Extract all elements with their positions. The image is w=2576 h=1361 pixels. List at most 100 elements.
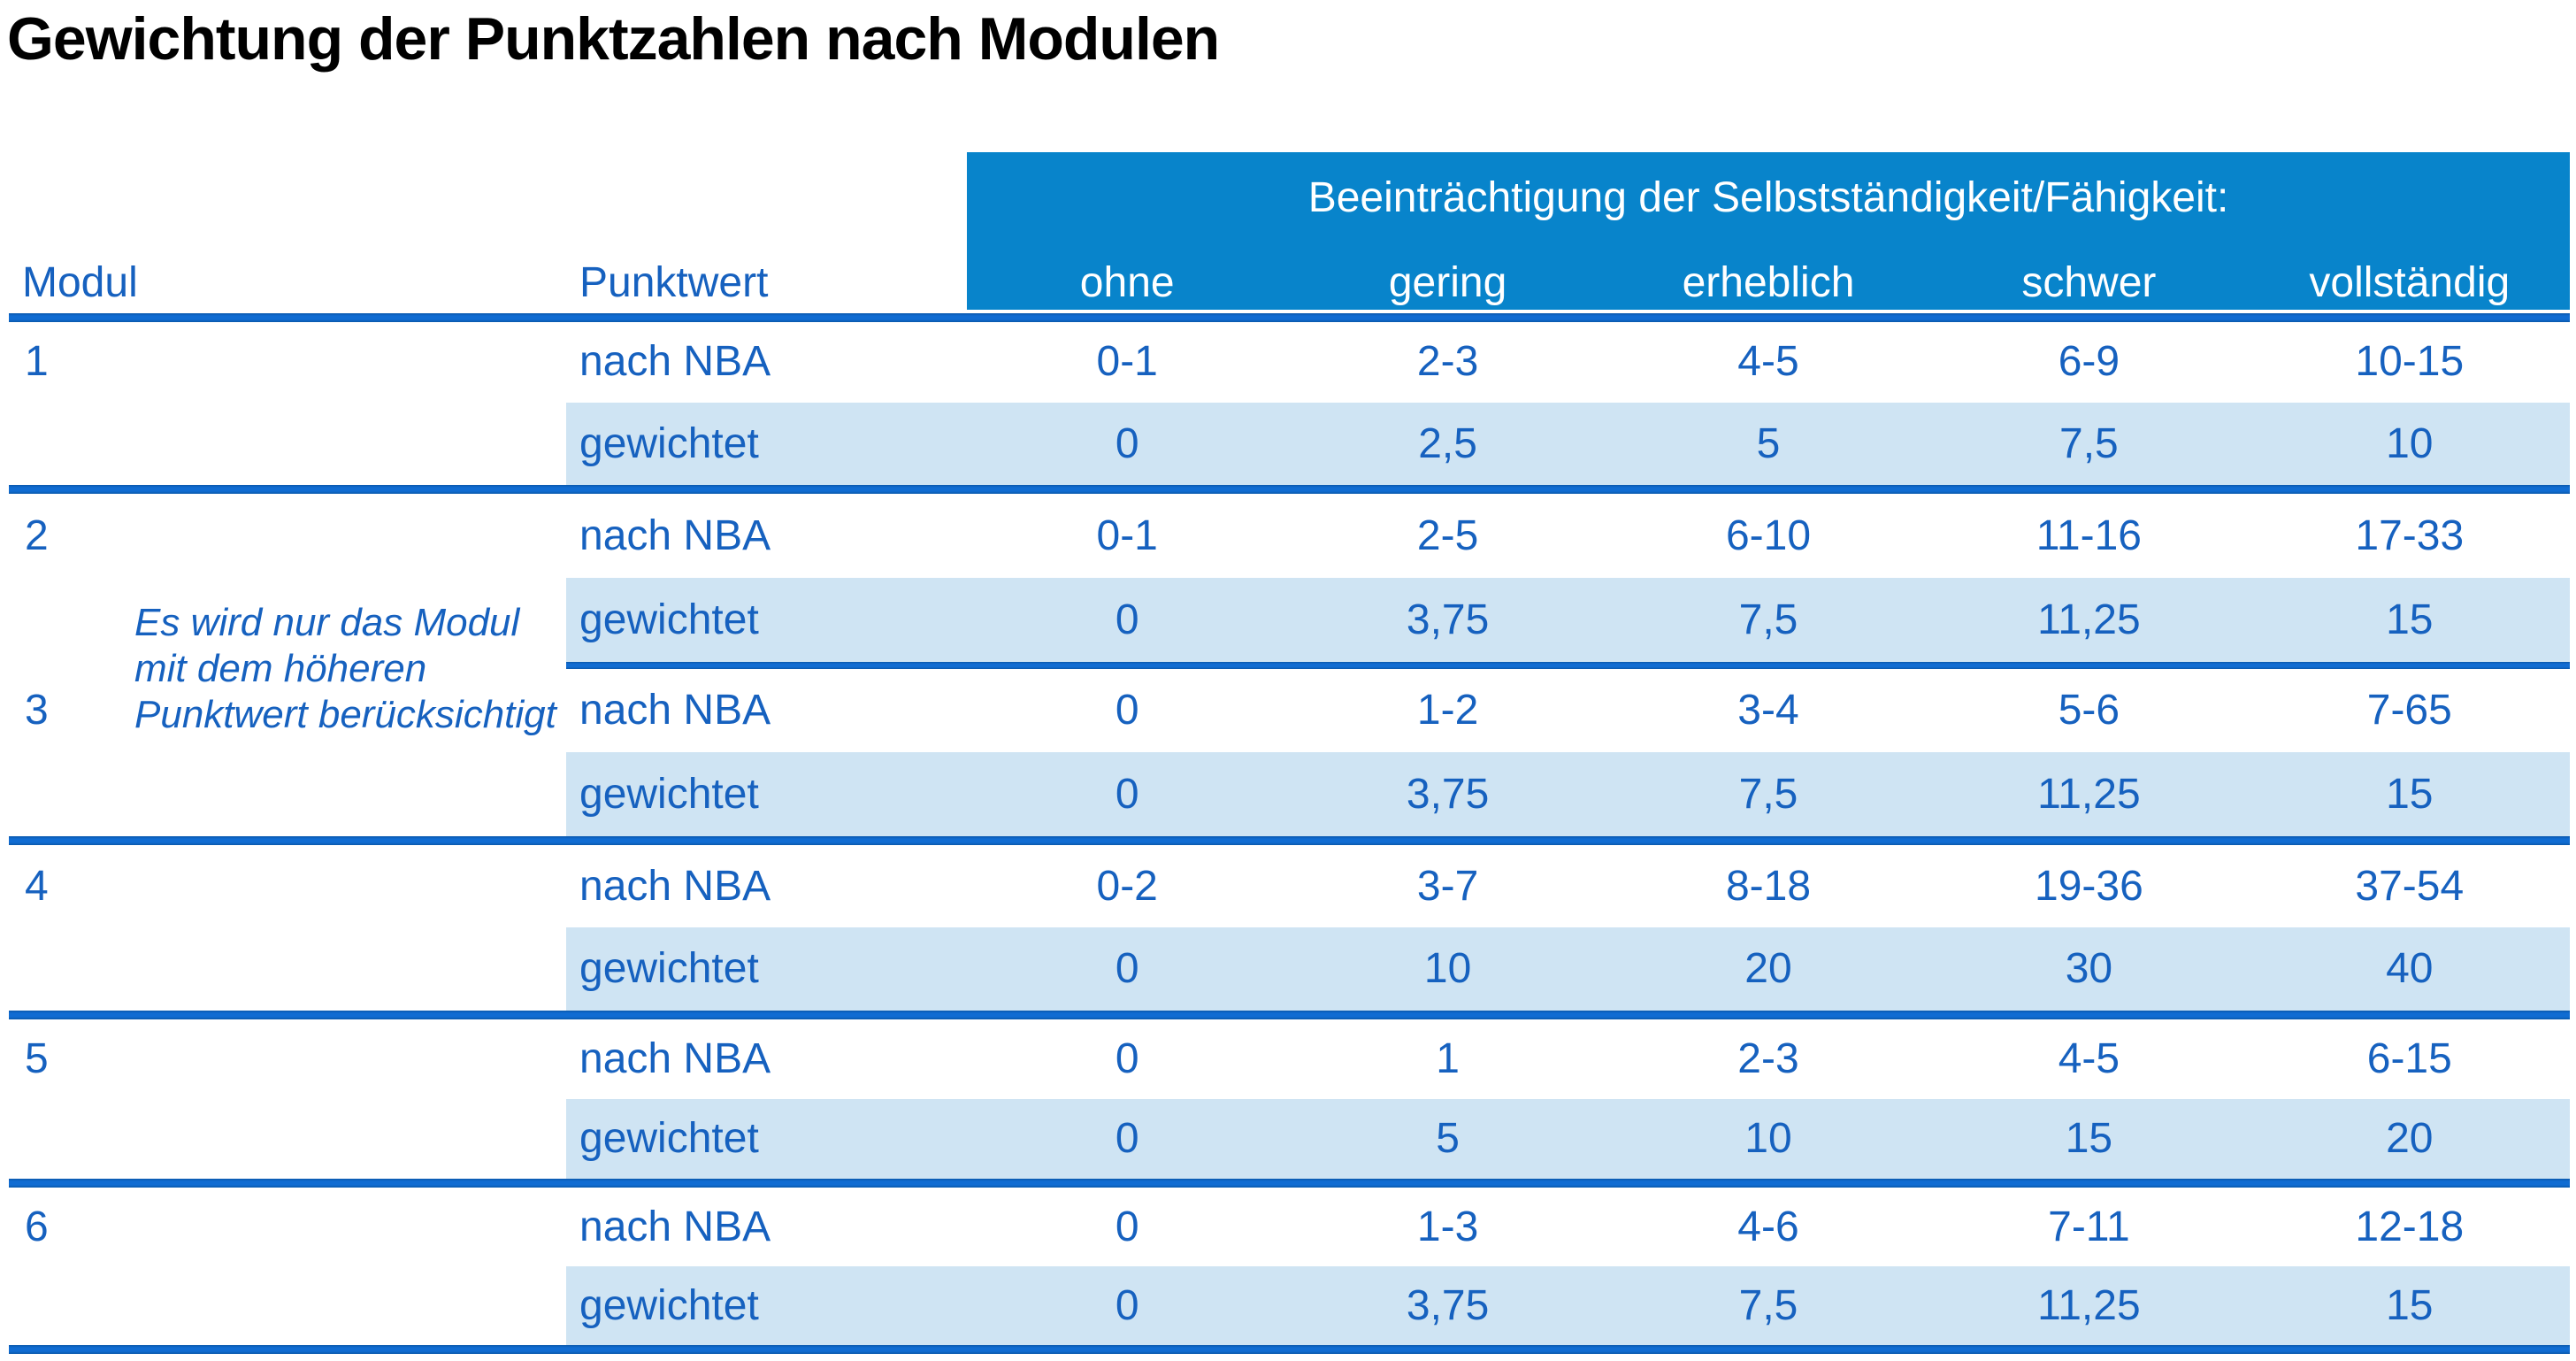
cell-m2-nba-erheblich: 6-10 xyxy=(1725,512,1812,559)
cell-m5-gewichtet-gering: 5 xyxy=(1436,1115,1460,1162)
cell-m3-gewichtet-schwer: 11,25 xyxy=(2037,771,2141,818)
page-title: Gewichtung der Punktzahlen nach Modulen xyxy=(7,5,1220,73)
cell-m3-nba-gering: 1-2 xyxy=(1416,687,1479,734)
cell-m2-gewichtet-vollständig: 15 xyxy=(2386,596,2434,643)
severity-header-row: ohne gering erheblich schwer vollständig xyxy=(967,257,2570,310)
cell-m5-nba-erheblich: 2-3 xyxy=(1737,1035,1799,1082)
cell-m6-nba-ohne: 0 xyxy=(1115,1203,1139,1250)
severity-header-schwer: schwer xyxy=(2021,259,2157,306)
row-label-m2-gewichtet: gewichtet xyxy=(579,596,759,643)
cell-m5-nba-vollständig: 6-15 xyxy=(2366,1035,2452,1082)
cell-m6-gewichtet-erheblich: 7,5 xyxy=(1738,1282,1798,1329)
cell-m4-nba-gering: 3-7 xyxy=(1416,863,1479,910)
cell-m4-gewichtet-erheblich: 20 xyxy=(1744,945,1792,992)
cell-m4-nba-vollständig: 37-54 xyxy=(2355,863,2465,910)
cell-m3-nba-schwer: 5-6 xyxy=(2058,687,2120,734)
note-line: mit dem höheren xyxy=(134,647,427,690)
module-number-6: 6 xyxy=(25,1203,49,1250)
row-label-m1-gewichtet: gewichtet xyxy=(579,420,759,467)
weighted-row-band-m6 xyxy=(566,1266,2570,1345)
cell-m6-gewichtet-schwer: 11,25 xyxy=(2037,1282,2141,1329)
row-label-m4-gewichtet: gewichtet xyxy=(579,945,759,992)
severity-header-ohne: ohne xyxy=(1079,259,1175,306)
separator-line-3 xyxy=(9,836,2570,845)
cell-m3-nba-vollständig: 7-65 xyxy=(2366,687,2452,734)
cell-m1-gewichtet-schwer: 7,5 xyxy=(2059,420,2119,467)
cell-m1-nba-vollständig: 10-15 xyxy=(2355,338,2465,385)
cell-m6-gewichtet-gering: 3,75 xyxy=(1406,1282,1490,1329)
weighted-row-band-m4 xyxy=(566,927,2570,1011)
weighted-row-band-m3 xyxy=(566,752,2570,836)
cell-m5-nba-ohne: 0 xyxy=(1115,1035,1139,1082)
row-label-m3-nba: nach NBA xyxy=(579,687,771,734)
row-label-m2-nba: nach NBA xyxy=(579,512,771,559)
cell-m5-gewichtet-vollständig: 20 xyxy=(2386,1115,2434,1162)
cell-m4-gewichtet-ohne: 0 xyxy=(1115,945,1139,992)
severity-header-vollständig: vollständig xyxy=(2309,259,2511,306)
row-label-m5-gewichtet: gewichtet xyxy=(579,1115,759,1162)
column-header-punktwert: Punktwert xyxy=(579,259,769,306)
cell-m5-gewichtet-schwer: 15 xyxy=(2065,1115,2113,1162)
column-header-modul: Modul xyxy=(22,259,138,306)
cell-m3-gewichtet-gering: 3,75 xyxy=(1406,771,1490,818)
row-label-m4-nba: nach NBA xyxy=(579,863,771,910)
row-label-m5-nba: nach NBA xyxy=(579,1035,771,1082)
cell-m5-nba-gering: 1 xyxy=(1436,1035,1460,1082)
cell-m4-nba-ohne: 0-2 xyxy=(1096,863,1158,910)
cell-m5-gewichtet-ohne: 0 xyxy=(1115,1115,1139,1162)
separator-line-2 xyxy=(566,662,2570,669)
cell-m2-nba-gering: 2-5 xyxy=(1416,512,1479,559)
row-label-m6-nba: nach NBA xyxy=(579,1203,771,1250)
row-label-m1-nba: nach NBA xyxy=(579,338,771,385)
cell-m4-gewichtet-schwer: 30 xyxy=(2065,945,2113,992)
separator-line-1 xyxy=(9,485,2570,494)
cell-m3-nba-erheblich: 3-4 xyxy=(1737,687,1799,734)
module-number-1: 1 xyxy=(25,338,49,385)
weighted-row-band-m2 xyxy=(566,578,2570,662)
module-number-4: 4 xyxy=(25,863,49,910)
cell-m1-gewichtet-ohne: 0 xyxy=(1115,420,1139,467)
severity-header-erheblich: erheblich xyxy=(1682,259,1855,306)
cell-m1-nba-gering: 2-3 xyxy=(1416,338,1479,385)
separator-line-4 xyxy=(9,1011,2570,1019)
separator-line-6 xyxy=(9,1345,2570,1354)
cell-m2-nba-schwer: 11-16 xyxy=(2036,512,2142,559)
cell-m3-gewichtet-erheblich: 7,5 xyxy=(1738,771,1798,818)
cell-m4-nba-schwer: 19-36 xyxy=(2035,863,2143,910)
cell-m1-gewichtet-vollständig: 10 xyxy=(2386,420,2434,467)
cell-m4-gewichtet-vollständig: 40 xyxy=(2386,945,2434,992)
impairment-band-title: Beeinträchtigung der Selbstständigkeit/F… xyxy=(1307,174,2229,221)
module-2-3-note: Es wird nur das Modul mit dem höheren Punk… xyxy=(134,600,556,738)
weighted-row-band-m5 xyxy=(566,1099,2570,1179)
cell-m6-nba-erheblich: 4-6 xyxy=(1737,1203,1799,1250)
cell-m6-nba-vollständig: 12-18 xyxy=(2355,1203,2465,1250)
note-line: Es wird nur das Modul xyxy=(134,601,520,644)
cell-m3-gewichtet-ohne: 0 xyxy=(1115,771,1139,818)
cell-m1-nba-schwer: 6-9 xyxy=(2058,338,2120,385)
cell-m4-gewichtet-gering: 10 xyxy=(1423,945,1472,992)
separator-line-5 xyxy=(9,1179,2570,1188)
cell-m2-gewichtet-gering: 3,75 xyxy=(1406,596,1490,643)
cell-m6-gewichtet-vollständig: 15 xyxy=(2386,1282,2434,1329)
separator-line-0 xyxy=(9,313,2570,322)
module-number-2: 2 xyxy=(25,512,49,559)
cell-m6-gewichtet-ohne: 0 xyxy=(1115,1282,1139,1329)
impairment-header-band: Beeinträchtigung der Selbstständigkeit/F… xyxy=(967,152,2570,310)
row-label-m6-gewichtet: gewichtet xyxy=(579,1282,759,1329)
cell-m2-gewichtet-erheblich: 7,5 xyxy=(1738,596,1798,643)
weighted-row-band-m1 xyxy=(566,403,2570,485)
cell-m2-gewichtet-ohne: 0 xyxy=(1115,596,1139,643)
cell-m2-nba-ohne: 0-1 xyxy=(1096,512,1158,559)
cell-m6-nba-gering: 1-3 xyxy=(1416,1203,1479,1250)
row-label-m3-gewichtet: gewichtet xyxy=(579,771,759,818)
note-line: Punktwert berücksichtigt xyxy=(134,693,556,736)
cell-m3-nba-ohne: 0 xyxy=(1115,687,1139,734)
cell-m4-nba-erheblich: 8-18 xyxy=(1725,863,1812,910)
cell-m3-gewichtet-vollständig: 15 xyxy=(2386,771,2434,818)
module-number-5: 5 xyxy=(25,1035,49,1082)
severity-header-gering: gering xyxy=(1388,259,1507,306)
cell-m1-nba-ohne: 0-1 xyxy=(1096,338,1158,385)
cell-m1-gewichtet-erheblich: 5 xyxy=(1756,420,1781,467)
cell-m1-nba-erheblich: 4-5 xyxy=(1737,338,1799,385)
